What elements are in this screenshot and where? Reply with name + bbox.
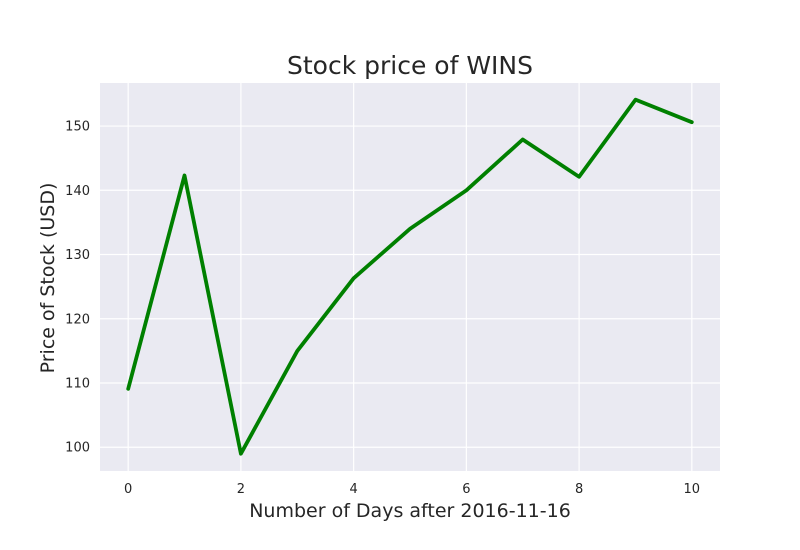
x-tick-label: 2 xyxy=(237,482,245,497)
x-tick-label: 0 xyxy=(124,482,132,497)
y-tick-label: 140 xyxy=(65,184,90,199)
series-line xyxy=(126,97,694,456)
y-tick-labels: 100 110 120 130 140 150 xyxy=(65,120,90,456)
x-tick-labels: 0 2 4 6 8 10 xyxy=(124,482,700,497)
series-layer xyxy=(126,97,694,456)
x-axis-label: Number of Days after 2016-11-16 xyxy=(249,500,571,522)
x-tick-label: 8 xyxy=(575,482,583,497)
y-tick-label: 130 xyxy=(65,248,90,263)
plot-area xyxy=(100,83,720,471)
y-axis-label: Price of Stock (USD) xyxy=(37,183,59,374)
chart-title: Stock price of WINS xyxy=(287,51,533,80)
x-tick-label: 10 xyxy=(684,482,701,497)
y-tick-label: 120 xyxy=(65,312,90,327)
x-tick-label: 6 xyxy=(462,482,470,497)
y-tick-label: 110 xyxy=(65,376,90,391)
x-tick-label: 4 xyxy=(349,482,357,497)
y-gridlines xyxy=(100,125,720,448)
y-tick-label: 150 xyxy=(65,120,90,135)
y-tick-label: 100 xyxy=(65,441,90,456)
